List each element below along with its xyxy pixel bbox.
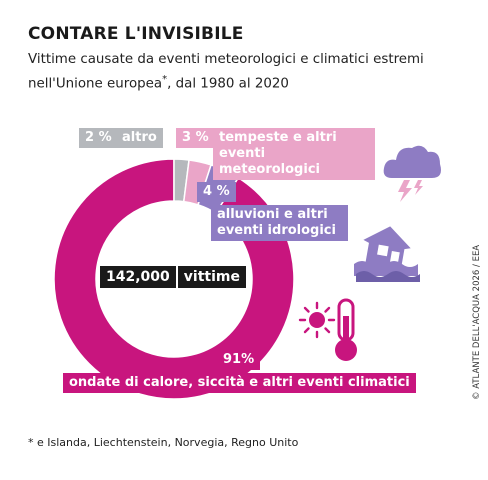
- footnote: * e Islanda, Liechtenstein, Norvegia, Re…: [28, 436, 299, 449]
- slice-pct-calore: 91%: [217, 350, 261, 370]
- subtitle-end: , dal 1980 al 2020: [167, 76, 289, 92]
- slice-label-calore: ondate di calore, siccità e altri eventi…: [63, 373, 416, 393]
- thermometer-icon: [335, 298, 357, 361]
- slice-label-tempeste: tempeste e altri eventi meteorologici: [213, 128, 375, 180]
- source-credit: © ATLANTE DELL'ACQUA 2026 / EEA: [472, 244, 482, 400]
- slice-pct-tempeste: 3 %: [176, 128, 215, 148]
- slice-label-alluvioni: alluvioni e altri eventi idrologici: [211, 205, 348, 241]
- slice-pct-altro: 2 %: [79, 128, 118, 148]
- total-unit: vittime: [183, 269, 240, 285]
- slice-pct-alluvioni: 4 %: [197, 182, 236, 202]
- flooded-house-icon: [354, 226, 420, 282]
- label-separator: [175, 266, 178, 288]
- storm-cloud-icon: [383, 145, 441, 202]
- slice-label-altro: altro: [116, 128, 163, 148]
- subtitle-main: Vittime causate da eventi meteorologici …: [28, 52, 424, 92]
- page-title: CONTARE L'INVISIBILE: [28, 24, 244, 44]
- total-victims-label: 142,000 vittime: [100, 266, 246, 288]
- total-value: 142,000: [106, 269, 170, 285]
- subtitle: Vittime causate da eventi meteorologici …: [28, 50, 448, 94]
- subtitle-footnote-mark: *: [162, 74, 168, 85]
- sun-icon: [298, 301, 336, 339]
